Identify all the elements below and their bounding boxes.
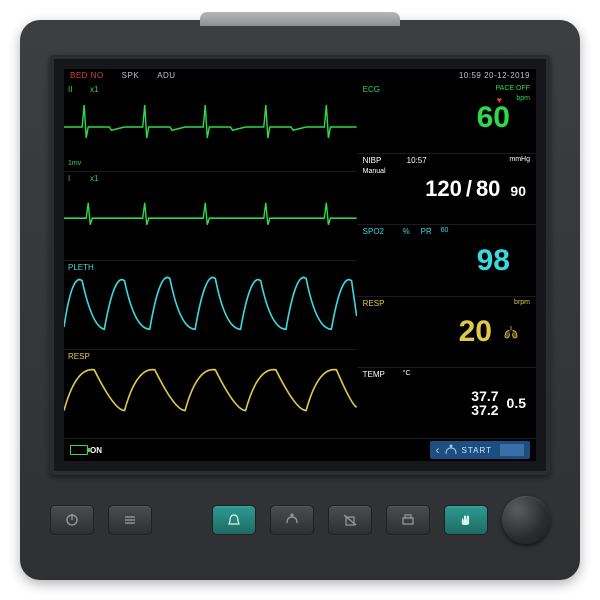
alarm-icon	[225, 512, 243, 528]
pleth-waveform	[64, 261, 357, 349]
footer-pad	[500, 444, 524, 456]
adu-label: ADU	[157, 71, 175, 81]
battery-indicator: ON	[70, 445, 102, 455]
nibp-unit: mmHg	[509, 156, 530, 163]
nibp-slash: /	[466, 178, 472, 200]
battery-icon	[70, 445, 88, 455]
ecg-panel[interactable]: ECG PACE:OFF bpm ♥ 60	[357, 83, 536, 154]
hr-value: 60	[363, 103, 530, 133]
resp-unit: brpm	[514, 299, 530, 306]
temp-unit: °C	[403, 370, 411, 377]
monitor-device: BED NO SPK ADU 10:59 20-12-2019 II x1 1m…	[20, 20, 580, 580]
chevron-left-icon: ‹	[436, 443, 440, 457]
ecg-pace: PACE:OFF	[496, 85, 530, 92]
ecg1-waveform	[64, 83, 357, 171]
pleth-label: PLETH	[68, 263, 94, 272]
heart-icon: ♥	[497, 95, 502, 105]
temp-diff: 0.5	[507, 396, 526, 410]
spo2-pr-val: 60	[441, 227, 449, 234]
freeze-button[interactable]	[328, 505, 372, 535]
resp-row: RESP	[64, 350, 357, 439]
readings-area: ECG PACE:OFF bpm ♥ 60 NIBP 10:57 mmHg Ma…	[357, 83, 536, 439]
power-button[interactable]	[50, 505, 94, 535]
power-status: ON	[90, 446, 102, 455]
nibp-panel[interactable]: NIBP 10:57 mmHg Manual 120 / 80 90	[357, 154, 536, 225]
lung-icon	[502, 324, 520, 340]
spo2-value: 98	[363, 246, 530, 276]
hand-icon	[457, 512, 475, 528]
temp-title: TEMP	[363, 370, 385, 379]
hardware-buttons	[50, 495, 550, 545]
nibp-title: NIBP	[363, 156, 382, 165]
waveform-area: II x1 1mv I x1 PLETH	[64, 83, 357, 439]
nibp-mode: Manual	[363, 168, 386, 175]
menu-button[interactable]	[108, 505, 152, 535]
ecg2-row: I x1	[64, 172, 357, 261]
ecg1-gain: x1	[90, 85, 98, 94]
resp-value: 20	[459, 317, 492, 347]
ecg2-gain: x1	[90, 174, 98, 183]
temp-t1: 37.7	[471, 389, 498, 403]
home-button[interactable]	[444, 505, 488, 535]
start-button[interactable]: ‹ START	[430, 441, 530, 459]
alarm-button[interactable]	[212, 505, 256, 535]
bed-label: BED NO	[70, 71, 104, 81]
spo2-panel[interactable]: SPO2 % PR 60 98	[357, 225, 536, 296]
screen: BED NO SPK ADU 10:59 20-12-2019 II x1 1m…	[64, 69, 536, 461]
ecg1-row: II x1 1mv	[64, 83, 357, 172]
temp-panel[interactable]: TEMP °C 37.7 37.2 0.5	[357, 368, 536, 439]
temp-t2: 37.2	[471, 403, 498, 417]
resp-panel[interactable]: RESP brpm 20	[357, 297, 536, 368]
ecg-title: ECG	[363, 85, 380, 94]
rotary-knob[interactable]	[502, 496, 550, 544]
power-icon	[63, 512, 81, 528]
resp-title: RESP	[363, 299, 385, 308]
nibp-start-icon	[444, 444, 458, 456]
nibp-button[interactable]	[270, 505, 314, 535]
screen-bezel: BED NO SPK ADU 10:59 20-12-2019 II x1 1m…	[50, 55, 550, 475]
spo2-pr-label: PR	[421, 227, 432, 236]
nibp-dia: 80	[476, 178, 500, 200]
menu-icon	[121, 512, 139, 528]
ecg2-lead-label: I	[68, 174, 70, 183]
cuff-icon	[283, 512, 301, 528]
nibp-mean: 90	[510, 184, 526, 198]
spk-label: SPK	[122, 71, 140, 81]
datetime: 10:59 20-12-2019	[459, 71, 530, 81]
resp-wave-label: RESP	[68, 352, 90, 361]
nibp-time: 10:57	[407, 156, 427, 165]
device-handle	[200, 12, 400, 26]
ecg1-cal: 1mv	[68, 160, 81, 167]
print-button[interactable]	[386, 505, 430, 535]
freeze-icon	[341, 512, 359, 528]
nibp-sys: 120	[425, 178, 462, 200]
print-icon	[399, 512, 417, 528]
ecg2-waveform	[64, 172, 357, 260]
screen-footer: ON ‹ START	[64, 439, 536, 461]
start-label: START	[462, 446, 492, 455]
ecg1-lead-label: II	[68, 85, 72, 94]
ecg-bpm-unit: bpm	[516, 95, 530, 102]
spo2-title: SPO2	[363, 227, 384, 236]
spo2-pct: %	[403, 227, 410, 236]
status-header: BED NO SPK ADU 10:59 20-12-2019	[64, 69, 536, 83]
pleth-row: PLETH	[64, 261, 357, 350]
resp-waveform	[64, 350, 357, 438]
